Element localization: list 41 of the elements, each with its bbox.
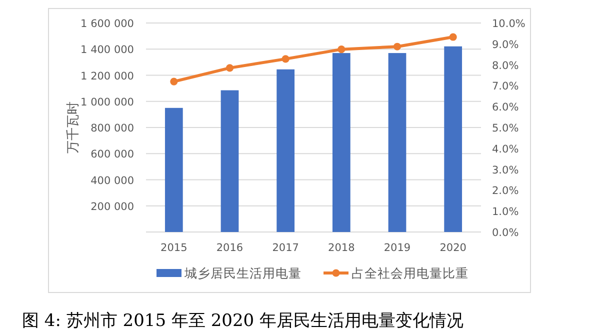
x-tick-label: 2015 xyxy=(160,242,188,254)
y2-tick-label: 0.0% xyxy=(492,227,519,239)
bar xyxy=(388,53,406,232)
point xyxy=(170,78,178,86)
y2-tick-label: 2.0% xyxy=(492,185,519,198)
legend-label: 占全社会用电量比重 xyxy=(352,266,468,280)
legend-label: 城乡居民生活用电量 xyxy=(184,266,302,280)
point xyxy=(393,42,402,50)
y-tick-label: 1 000 000 xyxy=(80,96,134,108)
x-tick-label: 2017 xyxy=(272,242,299,254)
y2-tick-label: 3.0% xyxy=(492,164,519,176)
y-tick-label: 1 600 000 xyxy=(80,18,134,30)
point xyxy=(338,46,346,54)
y2-tick-label: 6.0% xyxy=(492,102,519,114)
bar xyxy=(444,46,462,232)
point xyxy=(226,64,234,72)
y2-tick-label: 8.0% xyxy=(492,60,519,72)
x-tick-label: 2016 xyxy=(216,242,244,254)
x-tick-label: 2019 xyxy=(384,242,411,254)
y2-tick-label: 7.0% xyxy=(492,80,519,93)
y2-tick-label: 4.0% xyxy=(492,143,519,156)
bar xyxy=(276,69,295,232)
y-tick-label: 1 200 000 xyxy=(80,70,134,82)
caption: 图 4: 苏州市 2015 年至 2020 年居民生活用电量变化情况 xyxy=(22,311,464,331)
y-tick-label: 600 000 xyxy=(90,148,134,161)
point xyxy=(282,55,290,63)
bar xyxy=(164,108,183,232)
bar xyxy=(220,90,239,232)
y2-tick-label: 10.0% xyxy=(492,18,526,30)
y2-tick-label: 1.0% xyxy=(492,206,519,218)
y-tick-label: 800 000 xyxy=(90,122,134,134)
x-tick-label: 2020 xyxy=(440,242,466,254)
bar xyxy=(332,53,350,232)
y-tick-label: 400 000 xyxy=(90,174,134,187)
point xyxy=(449,33,457,41)
y-axis-title: 万千瓦时 xyxy=(66,102,81,154)
y2-tick-label: 5.0% xyxy=(492,122,519,134)
y-tick-label: 200 000 xyxy=(90,200,134,213)
y-tick-label: 1 400 000 xyxy=(80,44,134,56)
y2-tick-label: 9.0% xyxy=(492,38,519,51)
x-tick-label: 2018 xyxy=(328,242,355,254)
